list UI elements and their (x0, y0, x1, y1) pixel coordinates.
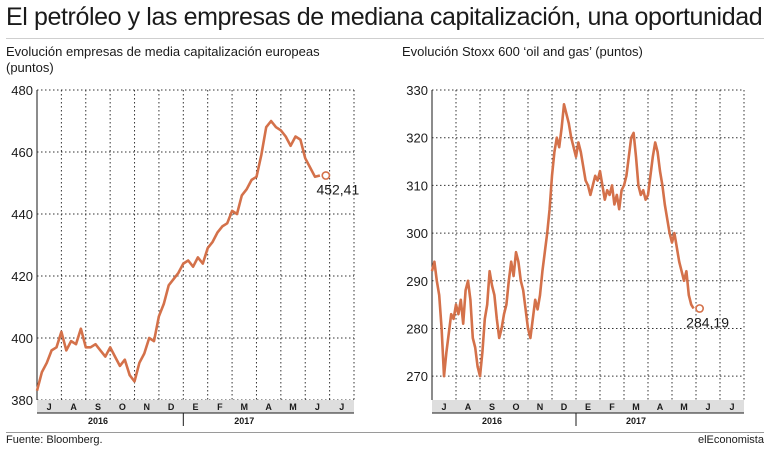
chart-2-month-label: J (729, 402, 734, 412)
chart-2-month-label: M (632, 402, 640, 412)
chart-2-month-band (432, 400, 744, 413)
chart-1-title-line-1: Evolución empresas de media capitalizaci… (6, 44, 320, 59)
chart-2-ytick-label: 270 (406, 369, 428, 384)
chart-1-ytick-label: 420 (11, 269, 33, 284)
chart-2-last-value-label: 284,19 (686, 314, 729, 330)
chart-2-month-label: A (465, 402, 472, 412)
chart-1-ytick-label: 400 (11, 331, 33, 346)
chart-1-ytick-label: 480 (11, 83, 33, 98)
chart-2-month-label: O (512, 402, 519, 412)
chart-2-group: 270 280 290 300 310 320 330 J A S O N D E F M A M J J 2016 20… (406, 83, 745, 426)
chart-2-month-label: E (585, 402, 591, 412)
chart-2-month-label: J (705, 402, 710, 412)
source-note: Fuente: Bloomberg. (6, 434, 103, 446)
chart-1-month-label: F (217, 402, 223, 412)
chart-1-month-label: J (315, 402, 320, 412)
chart-1-series-line (35, 119, 321, 392)
chart-1-ytick-label: 440 (11, 207, 33, 222)
chart-2-ytick-label: 310 (406, 178, 428, 193)
chart-1-month-label: A (70, 402, 77, 412)
chart-1-month-label: J (47, 402, 52, 412)
chart-2-title-line-1: Evolución Stoxx 600 ‘oil and gas’ (punto… (402, 44, 643, 59)
chart-2-title: Evolución Stoxx 600 ‘oil and gas’ (punto… (402, 44, 643, 60)
chart-2-ytick-label: 300 (406, 226, 428, 241)
chart-2-ytick-label: 290 (406, 274, 428, 289)
chart-2-year-label: 2017 (626, 416, 646, 426)
chart-2-month-label: M (680, 402, 688, 412)
chart-2-end-marker (695, 304, 704, 313)
chart-2-month-label: S (489, 402, 495, 412)
chart-1-ytick-label: 460 (11, 145, 33, 160)
chart-1-year-label: 2016 (88, 416, 108, 426)
chart-1-month-label: J (339, 402, 344, 412)
page-title: El petróleo y las empresas de mediana ca… (6, 3, 763, 31)
chart-1-ytick-label: 380 (11, 393, 33, 408)
chart-1-title: Evolución empresas de media capitalizaci… (6, 44, 320, 76)
chart-2-month-label: D (561, 402, 568, 412)
chart-1-last-value-label: 452,41 (316, 182, 359, 198)
chart-1-year-label: 2017 (234, 416, 254, 426)
chart-1-group: 380 400 420 440 460 480 J A S O N D E F M A M J J 2016 2017 4… (11, 83, 359, 426)
chart-2-month-label: A (657, 402, 664, 412)
chart-2-month-label: F (609, 402, 615, 412)
chart-2-month-label: J (441, 402, 446, 412)
chart-1-month-label: O (119, 402, 126, 412)
chart-1-month-label: M (289, 402, 297, 412)
chart-2-ytick-label: 320 (406, 131, 428, 146)
chart-2-ytick-label: 330 (406, 83, 428, 98)
chart-1-month-label: D (168, 402, 175, 412)
chart-1-month-label: M (241, 402, 249, 412)
chart-2-year-label: 2016 (482, 416, 502, 426)
chart-2-ytick-label: 280 (406, 321, 428, 336)
chart-1-title-line-2: (puntos) (6, 60, 54, 75)
chart-1-month-label: E (192, 402, 198, 412)
brand-label: elEconomista (697, 434, 764, 446)
chart-1-month-label: S (95, 402, 101, 412)
chart-1-end-marker (321, 171, 331, 180)
chart-1-month-label: N (143, 402, 150, 412)
chart-1-month-band (37, 400, 354, 413)
top-rule (6, 38, 764, 39)
chart-1-month-label: A (265, 402, 272, 412)
bottom-rule (6, 432, 764, 433)
chart-2-month-label: N (537, 402, 544, 412)
chart-2-series-line (430, 103, 695, 378)
